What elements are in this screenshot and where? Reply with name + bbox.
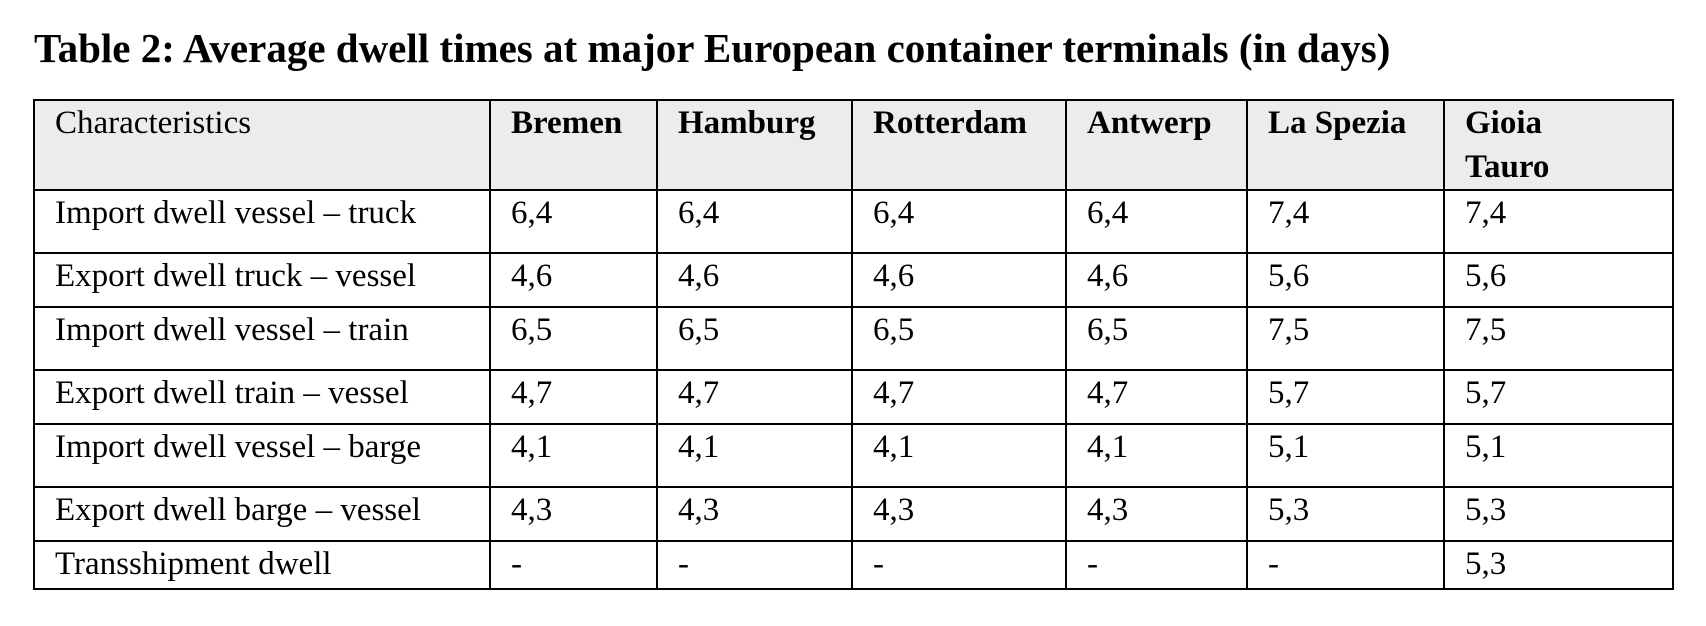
table-header: Characteristics Bremen Hamburg Rotterdam… xyxy=(33,99,1674,191)
row-label: Export dwell truck – vessel xyxy=(33,252,491,308)
row-label: Export dwell barge – vessel xyxy=(33,486,491,542)
cell-gioia-tauro: 5,6 xyxy=(1443,252,1674,308)
table-row: Export dwell train – vessel 4,7 4,7 4,7 … xyxy=(33,369,1674,425)
row-label: Import dwell vessel – train xyxy=(33,306,491,371)
row-label: Import dwell vessel – truck xyxy=(33,189,491,254)
cell-la-spezia: 5,7 xyxy=(1246,369,1445,425)
cell-antwerp: 4,1 xyxy=(1065,423,1248,488)
table-row: Import dwell vessel – barge 4,1 4,1 4,1 … xyxy=(33,423,1674,488)
cell-la-spezia: 5,3 xyxy=(1246,486,1445,542)
cell-la-spezia: 5,1 xyxy=(1246,423,1445,488)
header-characteristics: Characteristics xyxy=(33,99,491,191)
cell-la-spezia: 7,4 xyxy=(1246,189,1445,254)
row-label: Import dwell vessel – barge xyxy=(33,423,491,488)
table-body: Import dwell vessel – truck 6,4 6,4 6,4 … xyxy=(33,189,1674,590)
cell-gioia-tauro: 5,3 xyxy=(1443,486,1674,542)
cell-rotterdam: 6,4 xyxy=(851,189,1067,254)
cell-hamburg: - xyxy=(656,540,853,590)
cell-la-spezia: 5,6 xyxy=(1246,252,1445,308)
cell-hamburg: 4,6 xyxy=(656,252,853,308)
cell-gioia-tauro: 5,1 xyxy=(1443,423,1674,488)
cell-antwerp: 4,3 xyxy=(1065,486,1248,542)
row-label: Transshipment dwell xyxy=(33,540,491,590)
cell-antwerp: 6,4 xyxy=(1065,189,1248,254)
cell-la-spezia: 7,5 xyxy=(1246,306,1445,371)
cell-hamburg: 6,4 xyxy=(656,189,853,254)
table-row: Transshipment dwell - - - - - 5,3 xyxy=(33,540,1674,590)
cell-bremen: 6,4 xyxy=(489,189,658,254)
cell-bremen: - xyxy=(489,540,658,590)
cell-rotterdam: 4,7 xyxy=(851,369,1067,425)
cell-rotterdam: 4,1 xyxy=(851,423,1067,488)
cell-bremen: 4,3 xyxy=(489,486,658,542)
cell-hamburg: 4,3 xyxy=(656,486,853,542)
cell-hamburg: 6,5 xyxy=(656,306,853,371)
row-label: Export dwell train – vessel xyxy=(33,369,491,425)
header-la-spezia: La Spezia xyxy=(1246,99,1445,191)
cell-bremen: 4,1 xyxy=(489,423,658,488)
cell-hamburg: 4,1 xyxy=(656,423,853,488)
cell-hamburg: 4,7 xyxy=(656,369,853,425)
cell-antwerp: 6,5 xyxy=(1065,306,1248,371)
header-hamburg: Hamburg xyxy=(656,99,853,191)
cell-bremen: 4,7 xyxy=(489,369,658,425)
table-row: Import dwell vessel – truck 6,4 6,4 6,4 … xyxy=(33,189,1674,254)
cell-gioia-tauro: 5,7 xyxy=(1443,369,1674,425)
header-rotterdam: Rotterdam xyxy=(851,99,1067,191)
cell-gioia-tauro: 5,3 xyxy=(1443,540,1674,590)
cell-gioia-tauro: 7,5 xyxy=(1443,306,1674,371)
dwell-times-table: Characteristics Bremen Hamburg Rotterdam… xyxy=(33,99,1674,590)
cell-antwerp: - xyxy=(1065,540,1248,590)
cell-rotterdam: 6,5 xyxy=(851,306,1067,371)
header-antwerp: Antwerp xyxy=(1065,99,1248,191)
header-bremen: Bremen xyxy=(489,99,658,191)
table-row: Export dwell truck – vessel 4,6 4,6 4,6 … xyxy=(33,252,1674,308)
cell-rotterdam: 4,3 xyxy=(851,486,1067,542)
table-title: Table 2: Average dwell times at major Eu… xyxy=(34,25,1391,71)
table-row: Import dwell vessel – train 6,5 6,5 6,5 … xyxy=(33,306,1674,371)
cell-rotterdam: 4,6 xyxy=(851,252,1067,308)
cell-rotterdam: - xyxy=(851,540,1067,590)
cell-gioia-tauro: 7,4 xyxy=(1443,189,1674,254)
header-row: Characteristics Bremen Hamburg Rotterdam… xyxy=(33,99,1674,191)
cell-bremen: 4,6 xyxy=(489,252,658,308)
table-row: Export dwell barge – vessel 4,3 4,3 4,3 … xyxy=(33,486,1674,542)
cell-bremen: 6,5 xyxy=(489,306,658,371)
cell-antwerp: 4,6 xyxy=(1065,252,1248,308)
header-gioia-tauro: Gioia Tauro xyxy=(1443,99,1674,191)
cell-antwerp: 4,7 xyxy=(1065,369,1248,425)
cell-la-spezia: - xyxy=(1246,540,1445,590)
